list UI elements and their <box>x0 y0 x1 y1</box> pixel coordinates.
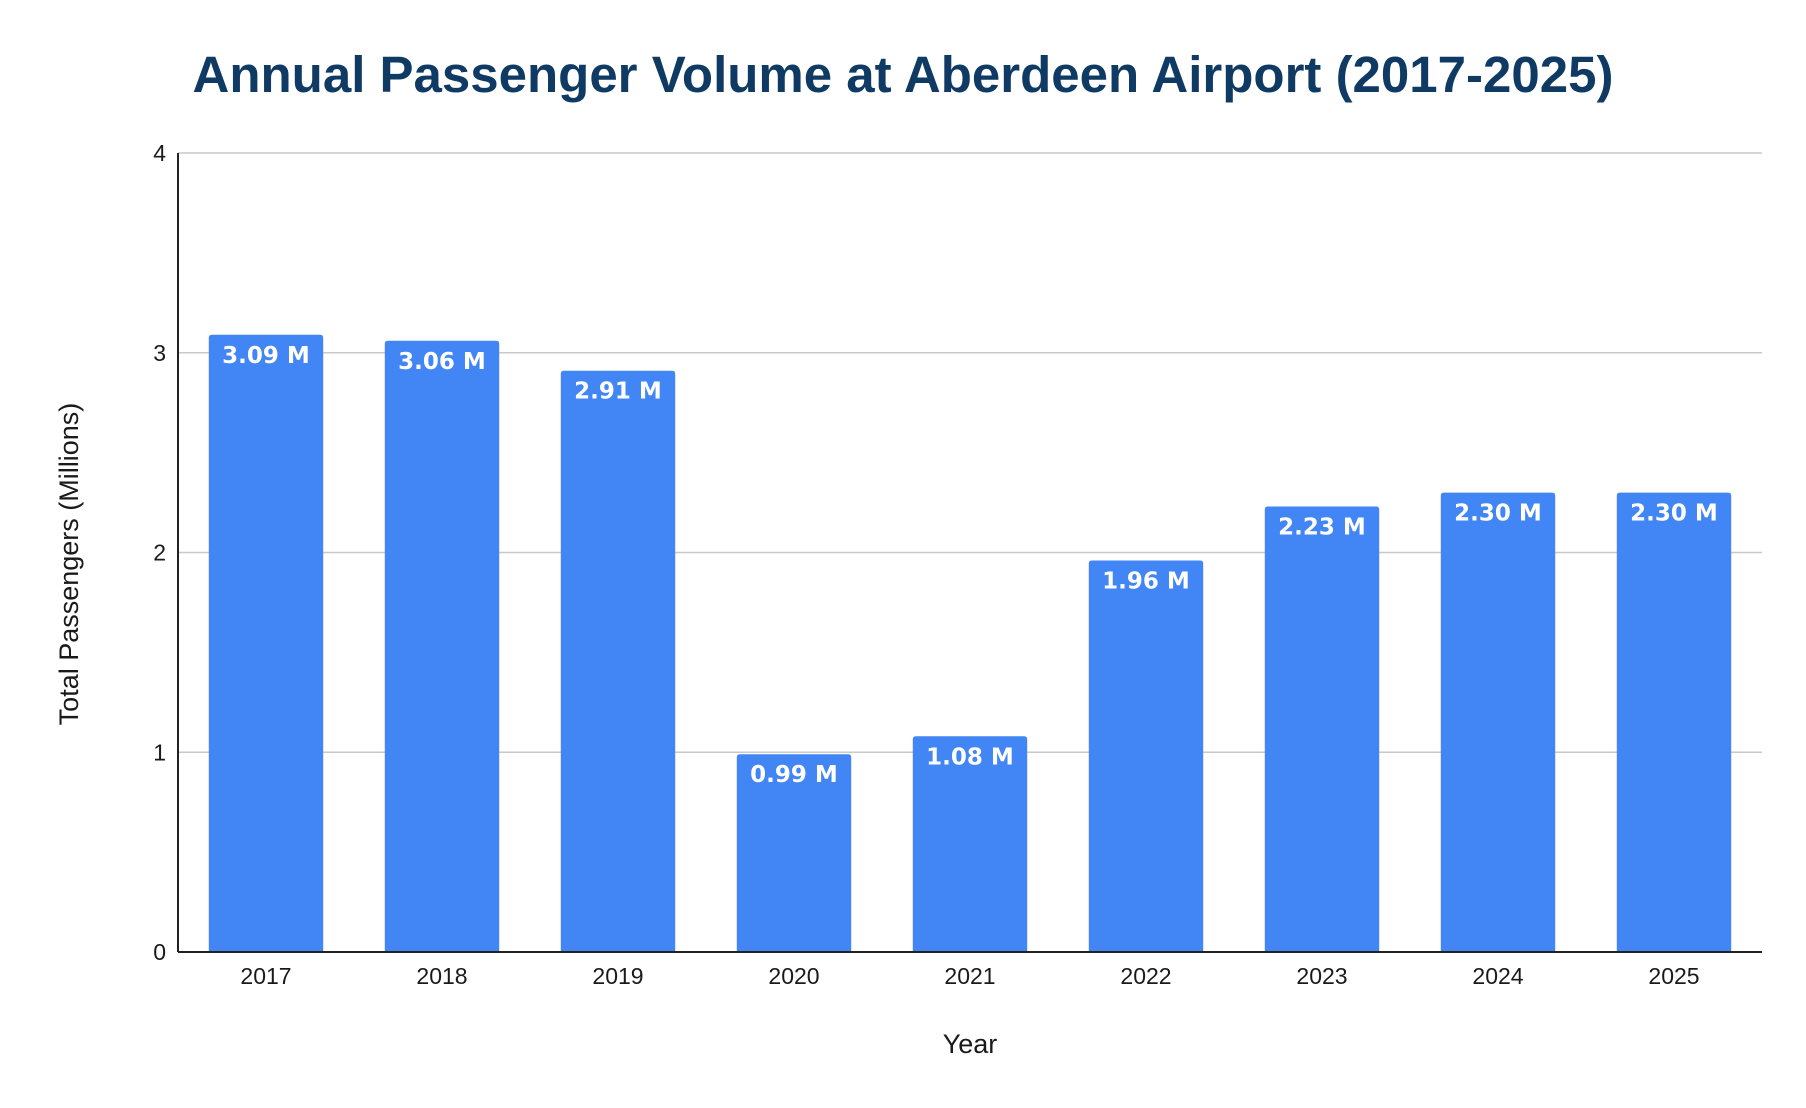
data-label-2024: 2.30 M <box>1454 501 1542 527</box>
y-tick-label: 2 <box>153 540 166 566</box>
data-label-2023: 2.23 M <box>1278 515 1366 541</box>
bar-2021 <box>912 736 1028 952</box>
x-tick-label-2024: 2024 <box>1472 963 1523 989</box>
y-axis-title: Total Passengers (Millions) <box>54 403 84 726</box>
x-tick-label-2019: 2019 <box>592 963 643 989</box>
bar-2019 <box>560 370 676 952</box>
bar-2025 <box>1616 492 1732 952</box>
x-tick-label-2017: 2017 <box>240 963 291 989</box>
x-tick-label-2020: 2020 <box>768 963 819 989</box>
data-label-2021: 1.08 M <box>926 744 1014 770</box>
x-axis-title: Year <box>943 1029 998 1059</box>
bar-2024 <box>1440 492 1556 952</box>
y-tick-label: 1 <box>153 739 166 765</box>
data-label-2022: 1.96 M <box>1102 568 1190 594</box>
bar-2020 <box>736 754 852 952</box>
y-tick-labels: 0 1 2 3 4 <box>153 140 166 965</box>
chart-title: Annual Passenger Volume at Aberdeen Airp… <box>193 46 1614 103</box>
data-labels: 3.09 M 3.06 M 2.91 M 0.99 M 1.08 M 1.96 M 2.23… <box>222 343 1718 788</box>
data-label-2019: 2.91 M <box>574 379 662 405</box>
bar-2022 <box>1088 560 1204 952</box>
bar-2023 <box>1264 506 1380 952</box>
data-label-2017: 3.09 M <box>222 343 310 369</box>
x-tick-label-2023: 2023 <box>1296 963 1347 989</box>
y-tick-label: 0 <box>153 939 166 965</box>
bar-2017 <box>208 334 324 953</box>
x-tick-label-2022: 2022 <box>1120 963 1171 989</box>
data-label-2020: 0.99 M <box>750 762 838 788</box>
x-tick-labels: 2017 2018 2019 2020 2021 2022 2023 2024 2025 <box>240 963 1699 989</box>
y-tick-label: 3 <box>153 340 166 366</box>
x-tick-label-2018: 2018 <box>416 963 467 989</box>
x-tick-label-2025: 2025 <box>1648 963 1699 989</box>
data-label-2025: 2.30 M <box>1630 501 1718 527</box>
bars <box>208 334 1732 953</box>
bar-2018 <box>384 340 500 952</box>
x-tick-label-2021: 2021 <box>944 963 995 989</box>
y-tick-label: 4 <box>153 140 166 166</box>
data-label-2018: 3.06 M <box>398 349 486 375</box>
